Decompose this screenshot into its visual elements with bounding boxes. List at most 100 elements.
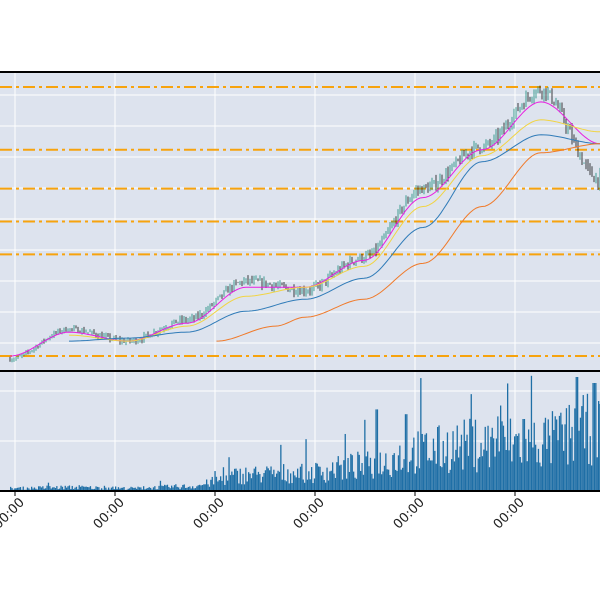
volume-bar xyxy=(304,482,306,491)
volume-bar xyxy=(298,477,300,491)
volume-bar xyxy=(462,469,464,491)
volume-bar xyxy=(550,463,552,491)
volume-bar xyxy=(487,425,489,491)
volume-bar xyxy=(417,431,419,491)
volume-bar xyxy=(82,486,85,491)
volume-bar xyxy=(400,469,402,491)
volume-bar xyxy=(147,488,149,491)
volume-bar xyxy=(66,487,68,491)
volume-bar xyxy=(278,471,281,491)
volume-bar xyxy=(565,408,568,491)
moving-average-line xyxy=(216,143,600,342)
volume-bar xyxy=(131,487,134,491)
volume-bar xyxy=(162,486,164,491)
volume-bar xyxy=(476,472,478,491)
volume-bar xyxy=(220,476,222,491)
volume-bar xyxy=(472,426,474,491)
volume-bar xyxy=(488,467,491,491)
volume-bar xyxy=(270,466,272,491)
volume-bar xyxy=(325,482,327,491)
volume-bar xyxy=(431,460,433,491)
volume-bar xyxy=(103,485,106,491)
volume-bar xyxy=(502,425,505,491)
volume-bar xyxy=(355,478,358,491)
volume-bar xyxy=(203,484,205,491)
volume-bar xyxy=(382,471,384,491)
volume-bar xyxy=(319,466,321,491)
volume-bar xyxy=(479,456,481,491)
volume-bar xyxy=(525,438,527,491)
volume-bar xyxy=(329,471,331,491)
volume-bar xyxy=(381,474,383,491)
volume-bar xyxy=(183,484,185,491)
volume-bar xyxy=(383,465,386,491)
volume-bar xyxy=(452,431,454,491)
volume-bar xyxy=(379,452,381,491)
volume-bar xyxy=(38,486,40,491)
moving-average-line xyxy=(68,119,600,342)
volume-bar xyxy=(448,473,450,491)
volume-bar xyxy=(533,422,535,491)
volume-bar xyxy=(242,473,244,491)
volume-bar xyxy=(158,485,160,491)
volume-bar xyxy=(218,480,220,491)
volume-bar xyxy=(446,432,449,491)
volume-bar xyxy=(273,469,275,491)
volume-bar xyxy=(346,478,348,491)
volume-bar xyxy=(486,450,488,491)
volume-bar xyxy=(150,487,152,491)
volume-bar xyxy=(469,418,471,491)
volume-bar xyxy=(322,471,324,491)
volume-bar xyxy=(313,478,316,491)
volume-bar xyxy=(416,466,418,491)
volume-bar xyxy=(171,485,173,491)
volume-bar xyxy=(498,451,500,491)
volume-bar xyxy=(378,473,380,491)
volume-bar xyxy=(302,479,304,491)
volume-bar xyxy=(187,486,190,491)
volume-bar xyxy=(568,404,570,491)
volume-bar xyxy=(494,456,496,491)
volume-bar xyxy=(225,475,227,491)
volume-bar xyxy=(137,486,139,491)
volume-bar xyxy=(337,456,339,491)
volume-bar xyxy=(87,487,89,491)
volume-bar xyxy=(127,488,129,491)
volume-bar xyxy=(445,456,447,491)
volume-bar xyxy=(67,486,69,491)
volume-bar xyxy=(406,414,408,491)
volume-bar xyxy=(402,467,404,491)
volume-bar xyxy=(173,485,176,491)
volume-bar xyxy=(539,462,541,491)
volume-bar xyxy=(143,486,145,491)
volume-bar xyxy=(182,484,184,491)
volume-bar xyxy=(64,485,66,491)
volume-bar xyxy=(190,488,192,491)
volume-bar xyxy=(61,486,64,491)
volume-bar xyxy=(194,488,197,491)
volume-bar xyxy=(22,486,24,491)
volume-bar xyxy=(554,416,556,491)
volume-bar xyxy=(119,488,121,491)
volume-bar xyxy=(326,467,328,491)
volume-bar xyxy=(309,479,311,491)
volume-bar xyxy=(390,476,393,491)
volume-bar xyxy=(53,487,55,491)
volume-bar xyxy=(459,446,461,491)
volume-bar xyxy=(414,473,416,491)
volume-bar xyxy=(507,383,509,491)
volume-bar xyxy=(575,377,577,491)
volume-bar xyxy=(544,417,547,491)
volume-bar xyxy=(434,450,436,491)
volume-bar xyxy=(501,421,503,491)
volume-bar xyxy=(165,485,167,491)
volume-bar xyxy=(243,484,246,491)
volume-bar xyxy=(140,487,142,491)
volume-bar xyxy=(353,471,355,491)
x-tick-label: 00:00 xyxy=(391,495,428,532)
volume-bar xyxy=(201,485,204,491)
volume-bar xyxy=(344,433,346,491)
volume-bar xyxy=(35,488,37,491)
volume-bar xyxy=(392,455,394,491)
x-tick-label: 00:00 xyxy=(491,495,528,532)
